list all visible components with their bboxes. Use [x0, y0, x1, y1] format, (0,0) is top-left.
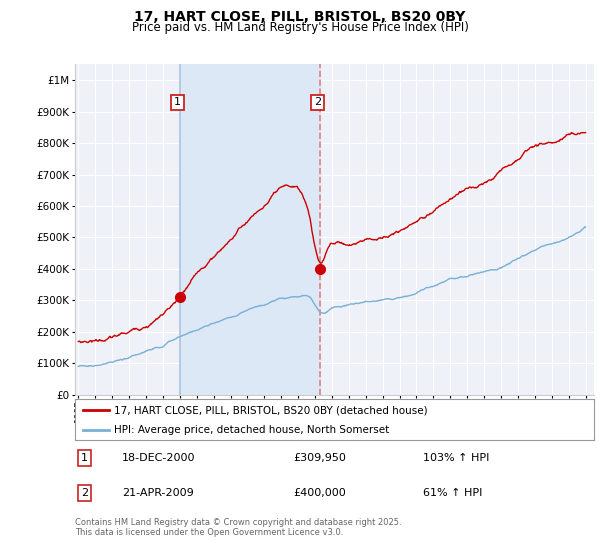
Text: HPI: Average price, detached house, North Somerset: HPI: Average price, detached house, Nort… — [114, 424, 389, 435]
Text: 2: 2 — [81, 488, 88, 498]
Text: 21-APR-2009: 21-APR-2009 — [122, 488, 193, 498]
Text: £309,950: £309,950 — [293, 453, 346, 463]
Text: Contains HM Land Registry data © Crown copyright and database right 2025.
This d: Contains HM Land Registry data © Crown c… — [75, 518, 401, 538]
Text: 1: 1 — [174, 97, 181, 108]
Text: 17, HART CLOSE, PILL, BRISTOL, BS20 0BY (detached house): 17, HART CLOSE, PILL, BRISTOL, BS20 0BY … — [114, 405, 428, 415]
Text: 17, HART CLOSE, PILL, BRISTOL, BS20 0BY: 17, HART CLOSE, PILL, BRISTOL, BS20 0BY — [134, 10, 466, 24]
Text: Price paid vs. HM Land Registry's House Price Index (HPI): Price paid vs. HM Land Registry's House … — [131, 21, 469, 34]
Bar — [180, 64, 320, 395]
Text: 61% ↑ HPI: 61% ↑ HPI — [423, 488, 482, 498]
Text: 18-DEC-2000: 18-DEC-2000 — [122, 453, 195, 463]
Text: £400,000: £400,000 — [293, 488, 346, 498]
Text: 1: 1 — [81, 453, 88, 463]
Text: 103% ↑ HPI: 103% ↑ HPI — [423, 453, 489, 463]
Text: 2: 2 — [314, 97, 321, 108]
